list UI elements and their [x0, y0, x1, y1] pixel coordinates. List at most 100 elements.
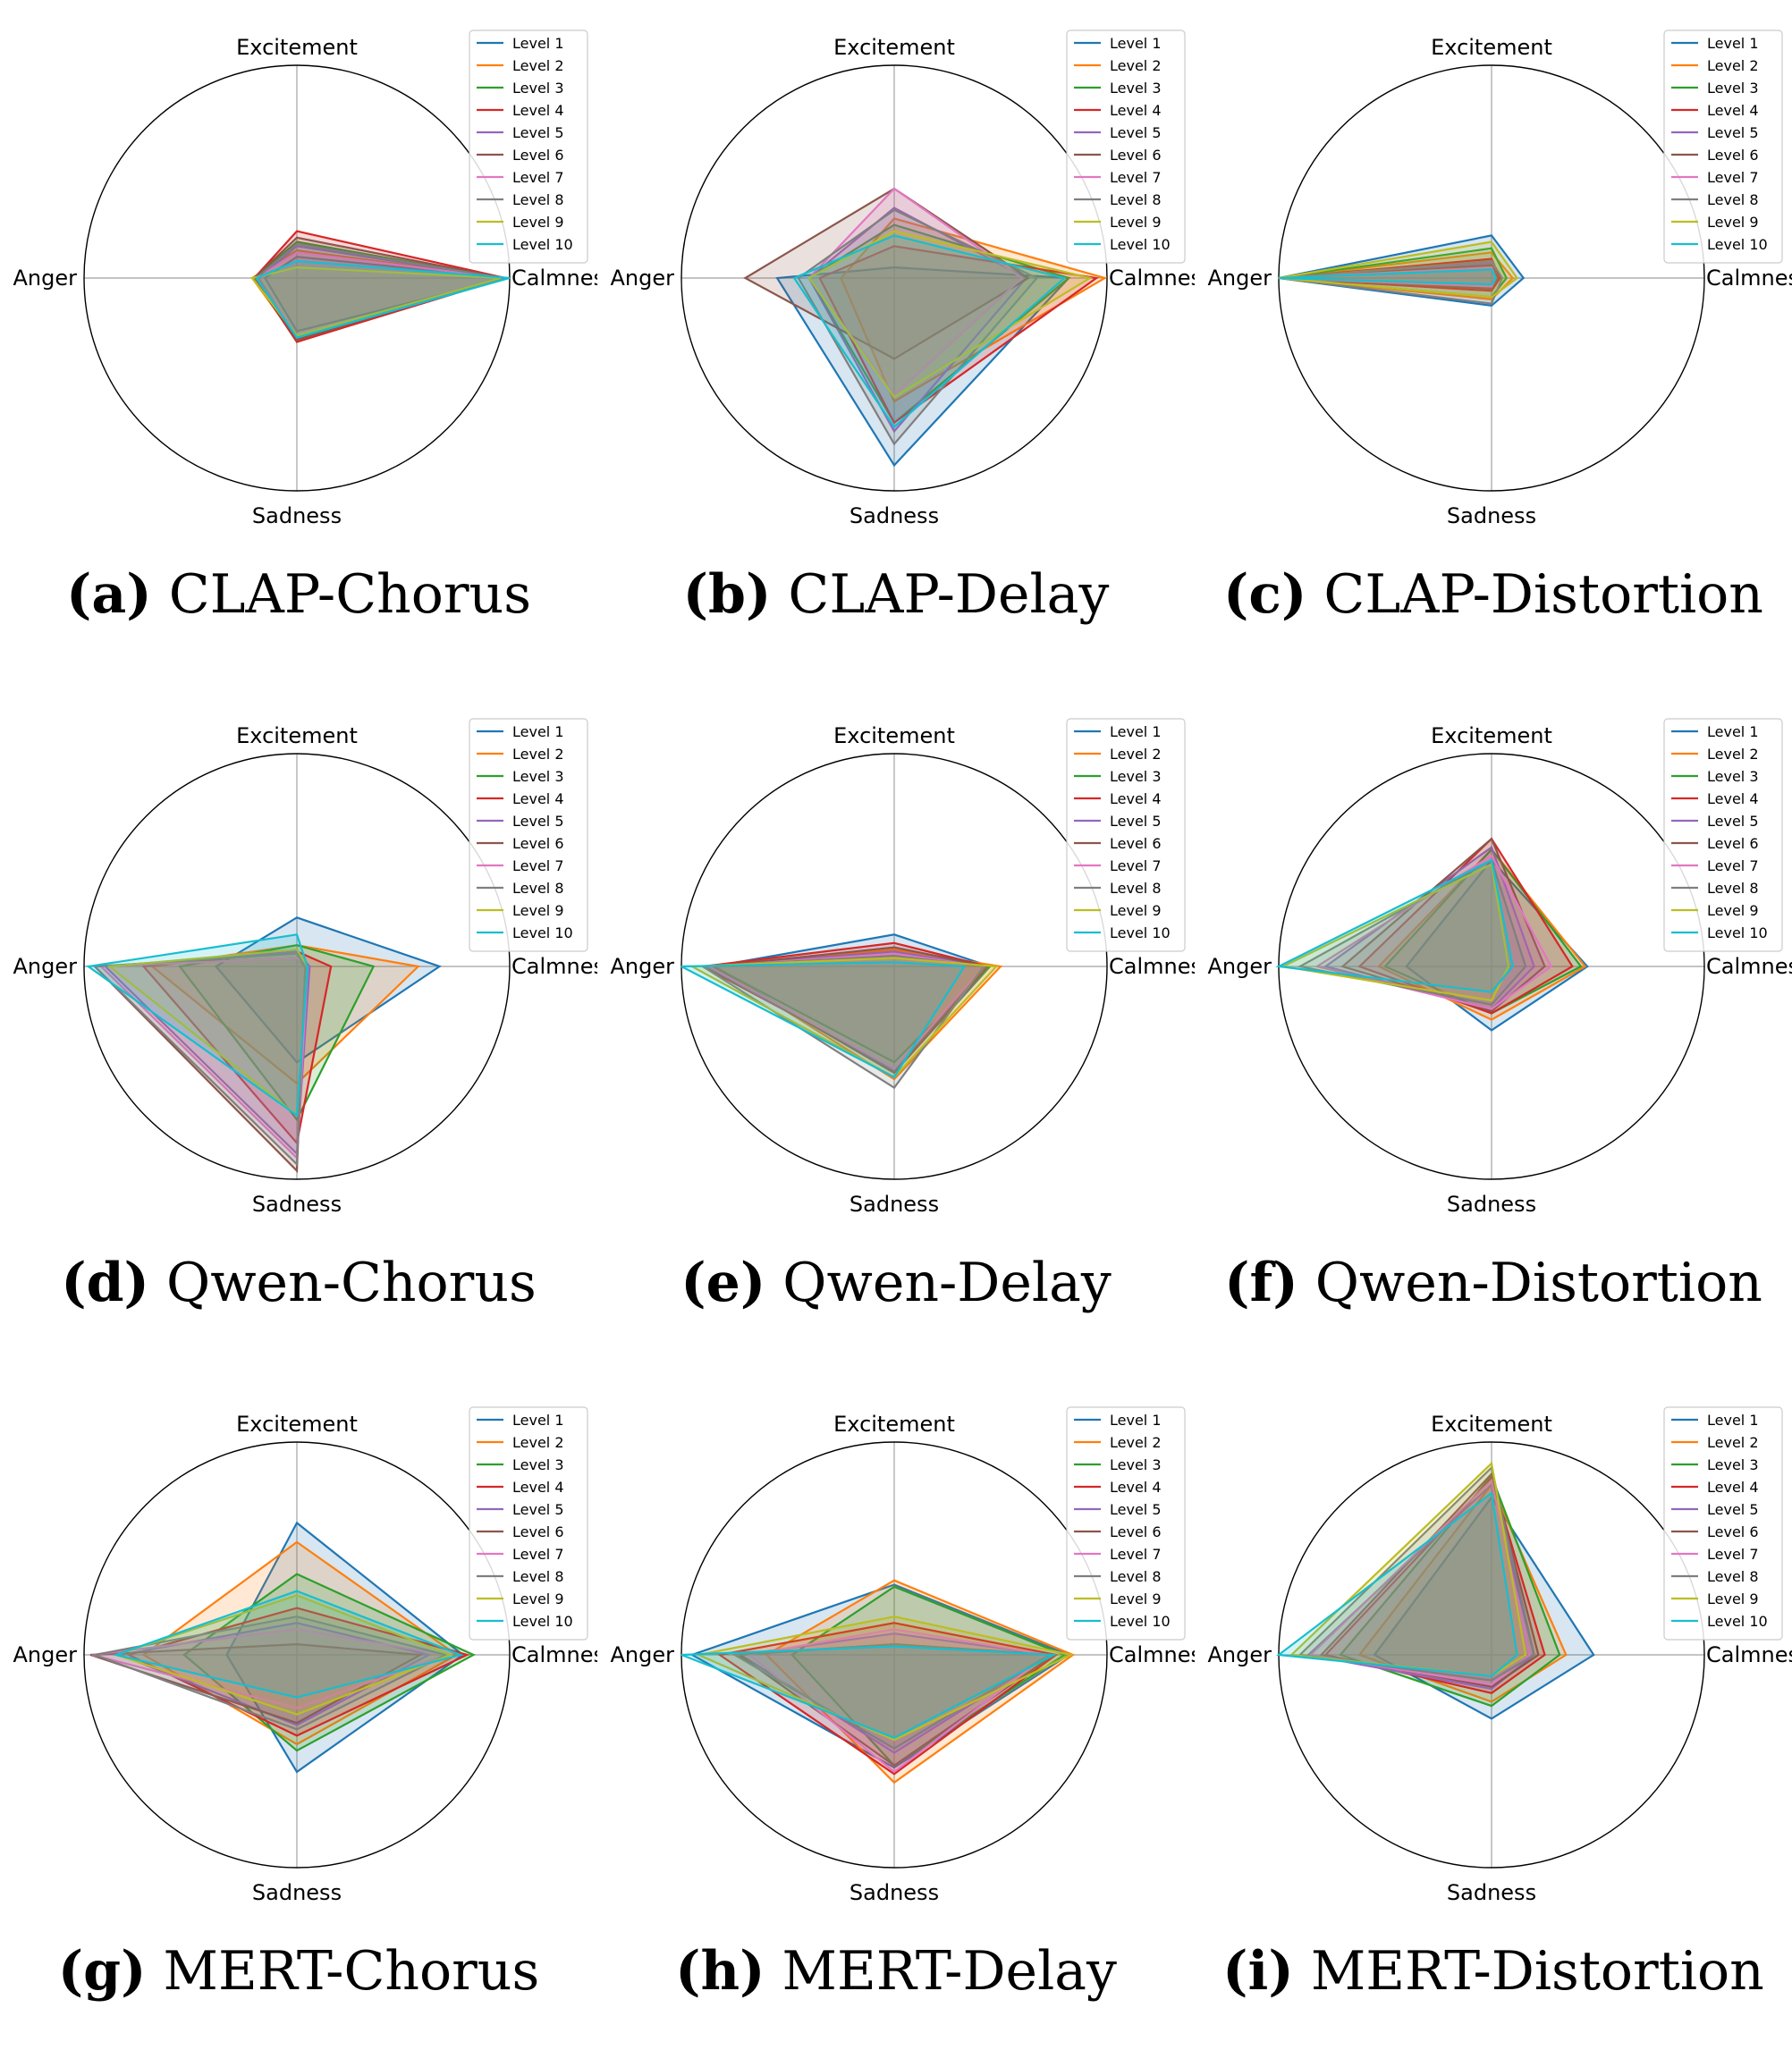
caption-title: Qwen-Chorus [148, 1252, 537, 1314]
axis-label-anger: Anger [1208, 1642, 1272, 1667]
panel-caption: (f) Qwen-Distortion [1195, 1252, 1792, 1314]
outer-ring [83, 753, 511, 1180]
radar-chart: ExcitementCalmnessSadnessAngerLevel 1Lev… [1208, 30, 1792, 528]
series-polygon-level-10 [1278, 268, 1498, 286]
legend-label: Level 9 [1110, 902, 1162, 919]
legend-label: Level 1 [512, 1412, 564, 1429]
legend-label: Level 4 [1707, 102, 1759, 119]
series-polygon-level-10 [85, 933, 309, 1118]
caption-letter: (g) [57, 1940, 147, 2003]
legend-label: Level 9 [512, 214, 564, 231]
series-polygon-level-10 [1275, 858, 1514, 993]
legend-label: Level 5 [512, 1501, 564, 1518]
axis-label-sadness: Sadness [252, 1192, 342, 1217]
axis-label-anger: Anger [1208, 954, 1272, 979]
legend-label: Level 7 [1707, 857, 1759, 874]
legend-label: Level 7 [512, 857, 564, 874]
legend-label: Level 10 [1707, 1613, 1768, 1630]
axis-label-sadness: Sadness [1447, 1880, 1536, 1905]
panel-caption: (b) CLAP-Delay [597, 563, 1195, 626]
series-polygon-level-8 [1297, 858, 1527, 1007]
legend-label: Level 2 [1110, 1434, 1162, 1451]
legend-label: Level 3 [512, 1456, 564, 1473]
caption-letter: (a) [66, 563, 152, 626]
legend-label: Level 10 [512, 236, 573, 253]
legend: Level 1 Level 2 Level 3 Level 4 Level 5 Level… [1066, 30, 1186, 264]
legend-label: Level 4 [1110, 1479, 1162, 1496]
legend: Level 1 Level 2 Level 3 Level 4 Level 5 Level… [1663, 30, 1783, 264]
legend-label: Level 5 [1110, 813, 1162, 830]
legend-label: Level 6 [1110, 835, 1162, 852]
legend-label: Level 5 [1110, 1501, 1162, 1518]
axis-label-sadness: Sadness [252, 1880, 342, 1905]
axis-label-calmness: Calmness [1109, 266, 1195, 291]
panel-caption: (h) MERT-Delay [597, 1940, 1195, 2003]
legend-label: Level 2 [512, 1434, 564, 1451]
legend-label: Level 2 [1707, 1434, 1759, 1451]
legend-label: Level 9 [1707, 214, 1759, 231]
caption-title: Qwen-Delay [765, 1252, 1112, 1314]
legend-label: Level 7 [512, 1546, 564, 1563]
legend-label: Level 1 [1707, 35, 1759, 52]
axis-label-excitement: Excitement [1431, 1412, 1552, 1437]
caption-letter: (f) [1224, 1252, 1298, 1314]
legend-label: Level 9 [1110, 1590, 1162, 1607]
legend-label: Level 8 [1707, 880, 1759, 897]
radar-panel: ExcitementCalmnessSadnessAngerLevel 1Lev… [1195, 688, 1792, 1377]
axis-label-calmness: Calmness [1706, 1642, 1792, 1667]
axis-label-sadness: Sadness [850, 1192, 939, 1217]
axis-label-anger: Anger [1208, 266, 1272, 291]
radar-panel: ExcitementCalmnessSadnessAngerLevel 1Lev… [1195, 0, 1792, 688]
axis-label-anger: Anger [13, 1642, 78, 1667]
legend-label: Level 2 [1707, 746, 1759, 763]
radar-panel: ExcitementCalmnessSadnessAngerLevel 1Lev… [597, 0, 1195, 688]
axis-label-calmness: Calmness [511, 954, 597, 979]
legend: Level 1 Level 2 Level 3 Level 4 Level 5 Level… [1066, 1406, 1186, 1641]
panel-caption: (e) Qwen-Delay [597, 1252, 1195, 1314]
legend-label: Level 10 [1707, 236, 1768, 253]
axis-label-anger: Anger [611, 266, 675, 291]
caption-title: CLAP-Distortion [1306, 563, 1763, 626]
axis-label-anger: Anger [13, 266, 78, 291]
legend-label: Level 3 [1110, 1456, 1162, 1473]
legend-label: Level 5 [512, 813, 564, 830]
legend-label: Level 7 [1110, 1546, 1162, 1563]
legend-label: Level 8 [1110, 191, 1162, 208]
series-polygon-level-1 [689, 1583, 1071, 1769]
series-polygon-level-8 [1298, 1465, 1535, 1682]
series-polygon-level-2 [141, 1540, 459, 1746]
legend-label: Level 9 [512, 1590, 564, 1607]
series-polygon-level-10 [1276, 1491, 1518, 1677]
legend-label: Level 4 [512, 790, 564, 807]
series-polygon-level-4 [253, 230, 510, 343]
caption-letter: (h) [675, 1940, 765, 2003]
axis-label-sadness: Sadness [1447, 503, 1536, 528]
legend-label: Level 3 [512, 80, 564, 97]
caption-title: MERT-Delay [765, 1940, 1117, 2003]
caption-title: CLAP-Chorus [151, 563, 531, 626]
legend: Level 1 Level 2 Level 3 Level 4 Level 5 Level… [1663, 1406, 1783, 1641]
legend-label: Level 5 [1707, 124, 1759, 141]
series-polygon-level-7 [92, 1628, 450, 1709]
legend-label: Level 5 [512, 124, 564, 141]
legend-label: Level 3 [1707, 80, 1759, 97]
legend: Level 1 Level 2 Level 3 Level 4 Level 5 Level… [469, 718, 588, 952]
axis-label-excitement: Excitement [833, 1412, 955, 1437]
series-polygon-level-2 [840, 217, 1108, 403]
legend-label: Level 7 [512, 169, 564, 186]
legend-label: Level 1 [1707, 1412, 1759, 1429]
axis-label-excitement: Excitement [236, 35, 358, 60]
axis-label-anger: Anger [13, 954, 78, 979]
legend-label: Level 9 [512, 902, 564, 919]
caption-letter: (b) [682, 563, 772, 626]
series-polygon-level-1 [1373, 1495, 1595, 1720]
caption-title: MERT-Chorus [146, 1940, 540, 2003]
legend-label: Level 6 [512, 1523, 564, 1540]
legend-label: Level 2 [512, 746, 564, 763]
series-polygon-level-6 [743, 187, 1030, 360]
legend-label: Level 1 [1707, 723, 1759, 740]
caption-letter: (c) [1223, 563, 1307, 626]
legend-label: Level 4 [512, 1479, 564, 1496]
legend-label: Level 7 [1110, 857, 1162, 874]
